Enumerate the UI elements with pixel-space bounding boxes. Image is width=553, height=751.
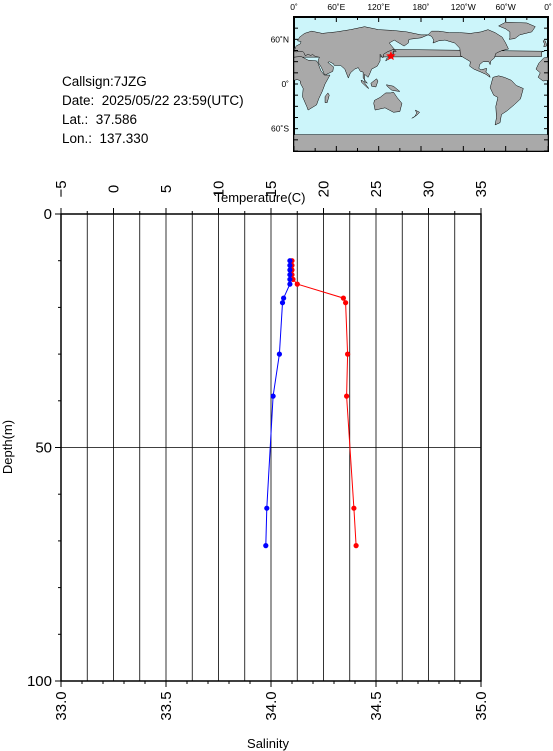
station-marker-icon <box>386 51 396 61</box>
top-axis-tick-label: 10 <box>211 181 228 198</box>
map-lon-label: 60˚E <box>327 2 345 12</box>
y-axis-tick-label: 100 <box>27 673 52 690</box>
map-landmass <box>498 21 536 40</box>
temperature-point <box>345 351 351 357</box>
bottom-axis-tick-label: 34.5 <box>368 691 385 720</box>
map-lat-label: 60˚N <box>271 34 289 44</box>
temperature-point <box>294 281 300 287</box>
map-landmass <box>542 40 547 48</box>
map-landmass <box>370 78 379 88</box>
bottom-axis-tick-label: 35.0 <box>473 691 490 720</box>
station-info: Callsign:7JZG Date: 2025/05/22 23:59(UTC… <box>62 72 244 148</box>
top-axis-tick-label: 15 <box>263 181 280 198</box>
top-axis-tick-label: −5 <box>53 180 70 197</box>
map-lat-label: 60˚S <box>271 124 289 134</box>
salinity-point <box>287 276 293 282</box>
top-axis-tick-label: 30 <box>421 181 438 198</box>
top-axis-tick-label: 25 <box>368 181 385 198</box>
salinity-point <box>264 505 270 511</box>
salinity-point <box>276 351 282 357</box>
top-axis-tick-label: 35 <box>473 181 490 198</box>
map-lon-label: 180˚ <box>412 2 429 12</box>
bottom-axis-tick-label: 34.0 <box>263 691 280 720</box>
salinity-point <box>270 393 276 399</box>
top-axis-tick-label: 5 <box>158 185 175 193</box>
map-lat-label: 0˚ <box>281 79 289 89</box>
y-axis-tick-label: 0 <box>44 206 52 223</box>
map-lon-label: 0˚ <box>290 2 298 12</box>
map-landmass <box>411 109 420 119</box>
map-landmass <box>385 84 401 92</box>
salinity-point <box>287 267 293 273</box>
lat-text: Lat.: 37.586 <box>62 112 138 127</box>
map-landmass <box>293 26 429 84</box>
temperature-point <box>353 543 359 549</box>
temperature-point <box>351 505 357 511</box>
salinity-point <box>281 295 287 301</box>
map-lon-label: 120˚E <box>367 2 390 12</box>
temperature-point <box>340 295 346 301</box>
date-text: Date: 2025/05/22 23:59(UTC) <box>62 93 244 108</box>
map-landmass <box>427 29 509 78</box>
map-landmass <box>373 91 403 113</box>
y-axis-title: Depth(m) <box>0 420 15 474</box>
top-axis-tick-label: 0 <box>106 185 123 193</box>
salinity-point <box>287 262 293 268</box>
top-axis-title: Temperature(C) <box>214 190 305 205</box>
y-axis-tick-label: 50 <box>35 440 52 457</box>
temperature-point <box>343 300 349 306</box>
bottom-axis-tick-label: 33.0 <box>53 691 70 720</box>
salinity-point <box>279 300 286 306</box>
top-axis-tick-label: 20 <box>316 181 333 198</box>
map-land <box>293 21 549 152</box>
map-lon-label: 120˚W <box>451 2 476 12</box>
map-landmass <box>360 79 369 89</box>
salinity-point <box>287 272 293 278</box>
salinity-point <box>263 543 269 549</box>
map-landmass <box>489 75 524 126</box>
map-landmass <box>324 92 330 103</box>
callsign-text: Callsign:7JZG <box>62 74 147 89</box>
bottom-axis-tick-label: 33.5 <box>158 691 175 720</box>
map-lon-label: 60˚W <box>496 2 516 12</box>
bottom-axis-title: Salinity <box>247 736 289 751</box>
map-landmass <box>293 56 331 111</box>
map-lon-label: 0˚ <box>544 2 552 12</box>
temperature-point <box>344 393 350 399</box>
salinity-point <box>287 281 293 287</box>
salinity-line <box>265 260 291 546</box>
salinity-point <box>287 258 293 264</box>
lon-text: Lon.: 137.330 <box>62 131 149 146</box>
map-landmass <box>535 56 549 82</box>
